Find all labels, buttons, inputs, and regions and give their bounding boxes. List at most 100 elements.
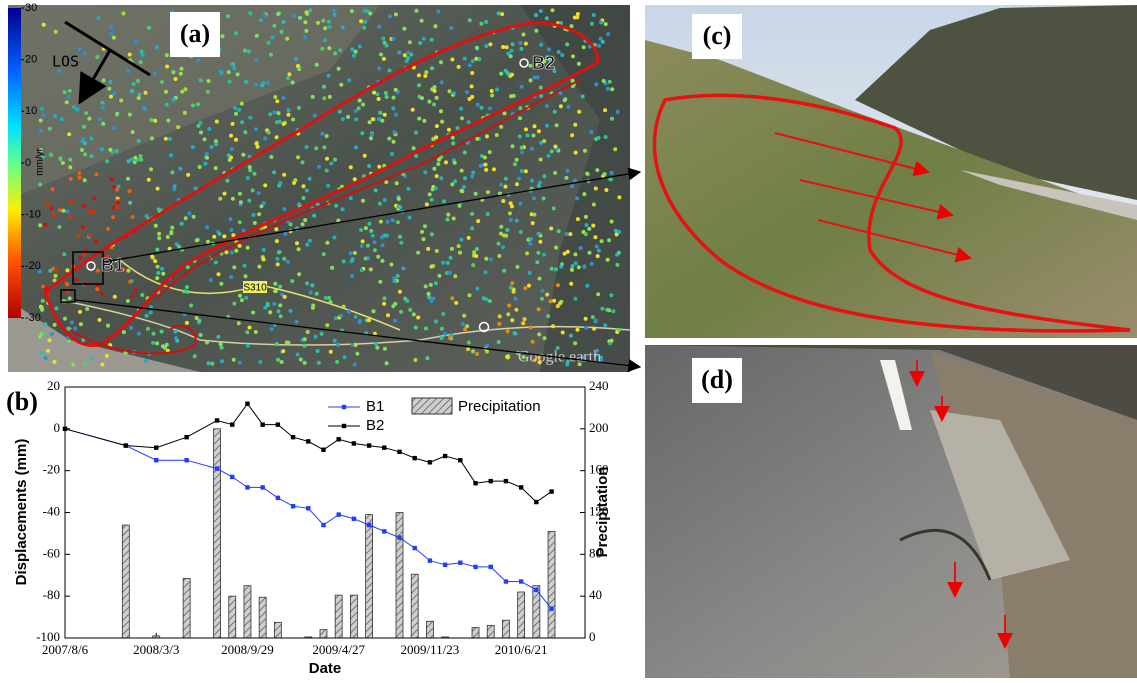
insar-point [101, 101, 105, 105]
insar-point [363, 20, 367, 24]
insar-point [568, 232, 572, 236]
insar-point [552, 207, 556, 211]
insar-point [229, 134, 233, 138]
insar-point [325, 157, 329, 161]
insar-point [538, 181, 542, 185]
insar-point [422, 119, 426, 123]
insar-point [354, 145, 358, 149]
insar-point [519, 230, 523, 234]
insar-point [43, 322, 47, 326]
insar-point [459, 107, 463, 111]
insar-point [570, 133, 574, 137]
insar-point [460, 116, 464, 120]
insar-point [180, 222, 184, 226]
insar-point [126, 69, 130, 73]
insar-point [570, 268, 574, 272]
data-point [306, 439, 310, 443]
insar-point [399, 310, 403, 314]
insar-point [146, 327, 150, 331]
insar-point [380, 235, 384, 239]
insar-point [476, 103, 480, 107]
legend-label: Precipitation [458, 398, 541, 415]
insar-point [165, 65, 169, 69]
insar-point [285, 37, 289, 41]
insar-point [364, 226, 368, 230]
insar-point [591, 224, 595, 228]
insar-point [67, 95, 71, 99]
insar-point [320, 132, 324, 136]
insar-point [596, 254, 600, 258]
insar-point [49, 206, 53, 210]
insar-point [299, 358, 303, 362]
insar-point [113, 295, 117, 299]
insar-point [303, 218, 307, 222]
insar-point [58, 208, 62, 212]
insar-point [484, 44, 488, 48]
insar-point [305, 12, 309, 16]
insar-point [383, 41, 387, 45]
insar-point [184, 87, 188, 91]
insar-point [317, 165, 321, 169]
insar-point [368, 11, 372, 15]
insar-point [436, 9, 440, 13]
insar-point [276, 12, 280, 16]
photo-panel: (d) [645, 345, 1137, 678]
insar-point [458, 204, 462, 208]
insar-point [539, 158, 543, 162]
insar-point [269, 155, 273, 159]
insar-point [223, 192, 227, 196]
insar-point [164, 137, 168, 141]
insar-point [603, 172, 607, 176]
insar-point [484, 257, 488, 261]
insar-point [282, 173, 286, 177]
insar-point [585, 284, 589, 288]
insar-point [553, 145, 557, 149]
insar-point [328, 95, 332, 99]
insar-point [145, 314, 149, 318]
insar-point [363, 154, 367, 158]
insar-point [422, 237, 426, 241]
insar-point [559, 104, 563, 108]
insar-point [484, 168, 488, 172]
insar-point [417, 83, 421, 87]
insar-point [122, 330, 126, 334]
data-point [413, 546, 417, 550]
insar-point [81, 225, 85, 229]
insar-point [83, 362, 87, 366]
insar-point [504, 177, 508, 181]
insar-point [557, 50, 561, 54]
insar-point [453, 179, 457, 183]
insar-point [433, 89, 437, 93]
insar-point [584, 232, 588, 236]
insar-point [335, 360, 339, 364]
insar-point [534, 13, 538, 17]
insar-point [180, 90, 184, 94]
insar-point [490, 89, 494, 93]
insar-point [268, 112, 272, 116]
insar-point [506, 312, 510, 316]
insar-point [92, 210, 96, 214]
insar-point [272, 302, 276, 306]
data-point [260, 422, 264, 426]
insar-point [296, 64, 300, 68]
insar-point [116, 200, 120, 204]
insar-point [505, 45, 509, 49]
insar-point [427, 292, 431, 296]
insar-point [610, 87, 614, 91]
insar-point [171, 70, 175, 74]
insar-point [315, 63, 319, 67]
x-tick-label: 2010/6/21 [495, 642, 548, 657]
data-point [504, 479, 508, 483]
insar-point [570, 184, 574, 188]
insar-point [502, 269, 506, 273]
insar-point [186, 173, 190, 177]
insar-point [460, 169, 464, 173]
insar-point [609, 177, 613, 181]
insar-point [262, 201, 266, 205]
insar-point [272, 170, 276, 174]
insar-point [133, 40, 137, 44]
insar-point [513, 162, 517, 166]
insar-point [393, 319, 397, 323]
insar-point [381, 259, 385, 263]
insar-point [417, 117, 421, 121]
